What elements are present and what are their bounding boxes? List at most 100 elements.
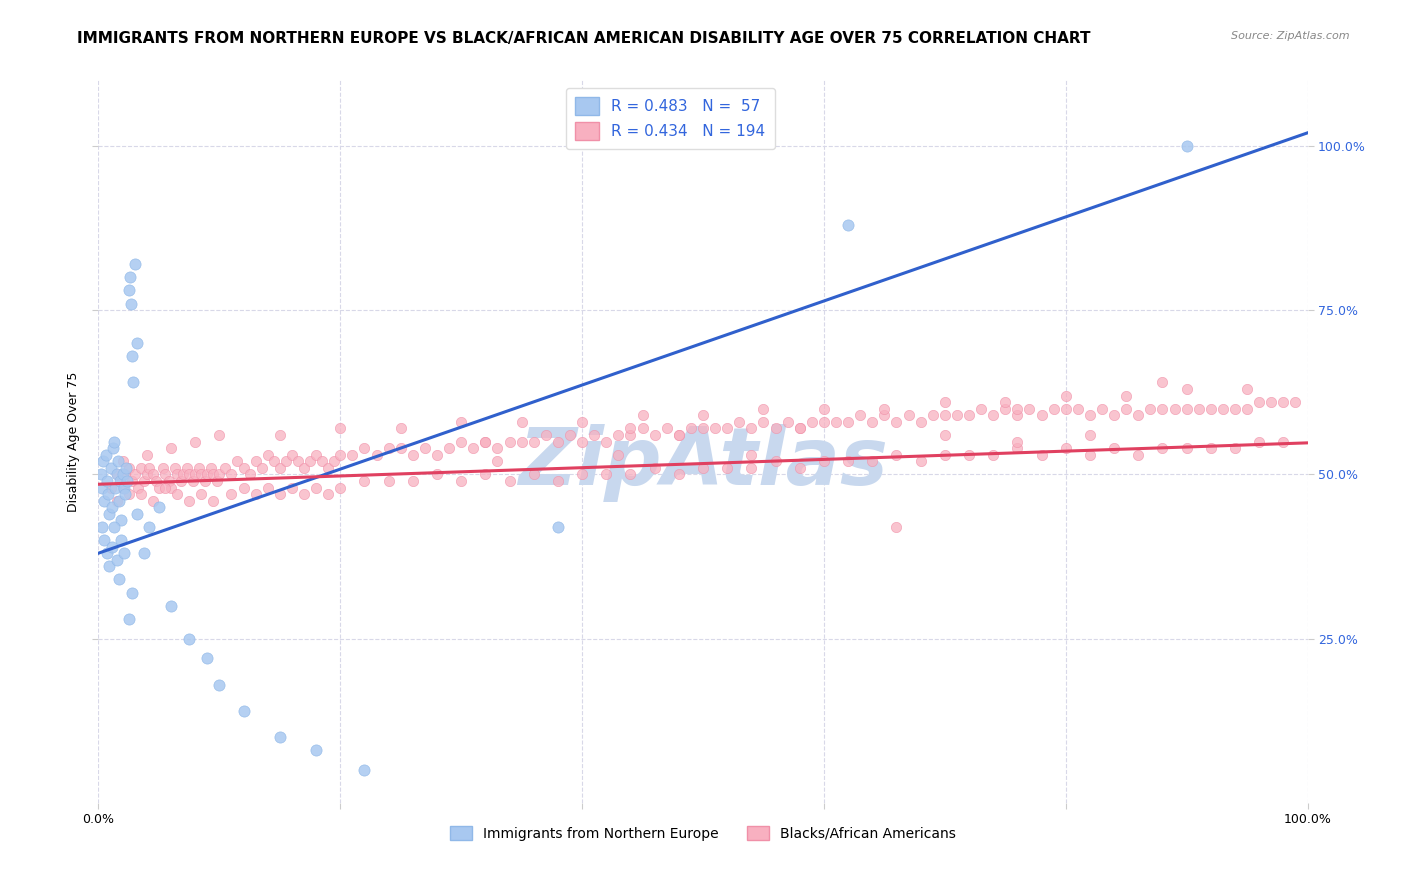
Point: [104, 481, 127, 495]
Point: [176, 460, 198, 475]
Point: [134, 474, 156, 488]
Point: [813, 401, 835, 416]
Point: [571, 467, 593, 482]
Point: [172, 467, 194, 482]
Point: [837, 415, 859, 429]
Point: [934, 395, 956, 409]
Point: [873, 409, 896, 423]
Point: [716, 460, 738, 475]
Point: [558, 428, 581, 442]
Point: [112, 546, 135, 560]
Point: [1102, 409, 1125, 423]
Point: [1152, 376, 1174, 390]
Point: [776, 415, 799, 429]
Point: [108, 493, 131, 508]
Point: [1128, 448, 1150, 462]
Point: [111, 454, 134, 468]
Text: IMMIGRANTS FROM NORTHERN EUROPE VS BLACK/AFRICAN AMERICAN DISABILITY AGE OVER 75: IMMIGRANTS FROM NORTHERN EUROPE VS BLACK…: [77, 31, 1091, 46]
Point: [269, 428, 291, 442]
Point: [1054, 441, 1077, 455]
Point: [692, 409, 714, 423]
Point: [160, 441, 183, 455]
Point: [124, 257, 146, 271]
Point: [100, 540, 122, 554]
Point: [1175, 382, 1198, 396]
Point: [98, 507, 121, 521]
Point: [160, 481, 183, 495]
Point: [190, 467, 212, 482]
Point: [1223, 401, 1246, 416]
Point: [825, 415, 848, 429]
Point: [190, 487, 212, 501]
Point: [837, 454, 859, 468]
Point: [789, 421, 811, 435]
Point: [800, 415, 823, 429]
Point: [704, 421, 727, 435]
Point: [1188, 401, 1211, 416]
Point: [1078, 409, 1101, 423]
Point: [127, 336, 149, 351]
Point: [101, 441, 124, 455]
Point: [547, 434, 569, 449]
Point: [970, 401, 993, 416]
Point: [619, 421, 641, 435]
Point: [91, 520, 114, 534]
Point: [311, 454, 333, 468]
Point: [389, 441, 412, 455]
Point: [195, 651, 218, 665]
Point: [437, 441, 460, 455]
Point: [813, 454, 835, 468]
Point: [142, 493, 165, 508]
Point: [93, 493, 115, 508]
Point: [148, 500, 170, 515]
Point: [292, 460, 315, 475]
Point: [181, 474, 204, 488]
Point: [910, 415, 932, 429]
Point: [122, 376, 145, 390]
Point: [329, 481, 352, 495]
Point: [226, 454, 249, 468]
Point: [692, 421, 714, 435]
Point: [135, 448, 157, 462]
Point: [1115, 388, 1137, 402]
Point: [789, 421, 811, 435]
Point: [323, 454, 346, 468]
Point: [100, 481, 122, 495]
Point: [946, 409, 969, 423]
Point: [245, 487, 267, 501]
Point: [184, 467, 207, 482]
Point: [957, 448, 980, 462]
Point: [114, 487, 136, 501]
Point: [305, 448, 328, 462]
Point: [208, 428, 231, 442]
Point: [402, 474, 425, 488]
Point: [450, 434, 472, 449]
Point: [921, 409, 943, 423]
Point: [934, 448, 956, 462]
Point: [96, 546, 118, 560]
Point: [118, 270, 141, 285]
Point: [571, 434, 593, 449]
Point: [377, 441, 399, 455]
Point: [728, 415, 751, 429]
Point: [389, 421, 412, 435]
Point: [232, 460, 254, 475]
Point: [160, 599, 183, 613]
Point: [1152, 441, 1174, 455]
Point: [329, 421, 352, 435]
Point: [498, 434, 520, 449]
Point: [110, 533, 132, 547]
Point: [256, 481, 278, 495]
Point: [202, 467, 225, 482]
Point: [1054, 388, 1077, 402]
Point: [187, 460, 209, 475]
Legend: Immigrants from Northern Europe, Blacks/African Americans: Immigrants from Northern Europe, Blacks/…: [444, 821, 962, 847]
Point: [1007, 401, 1029, 416]
Point: [765, 454, 787, 468]
Point: [129, 460, 152, 475]
Point: [179, 493, 201, 508]
Point: [583, 428, 606, 442]
Point: [716, 421, 738, 435]
Point: [214, 460, 236, 475]
Point: [910, 454, 932, 468]
